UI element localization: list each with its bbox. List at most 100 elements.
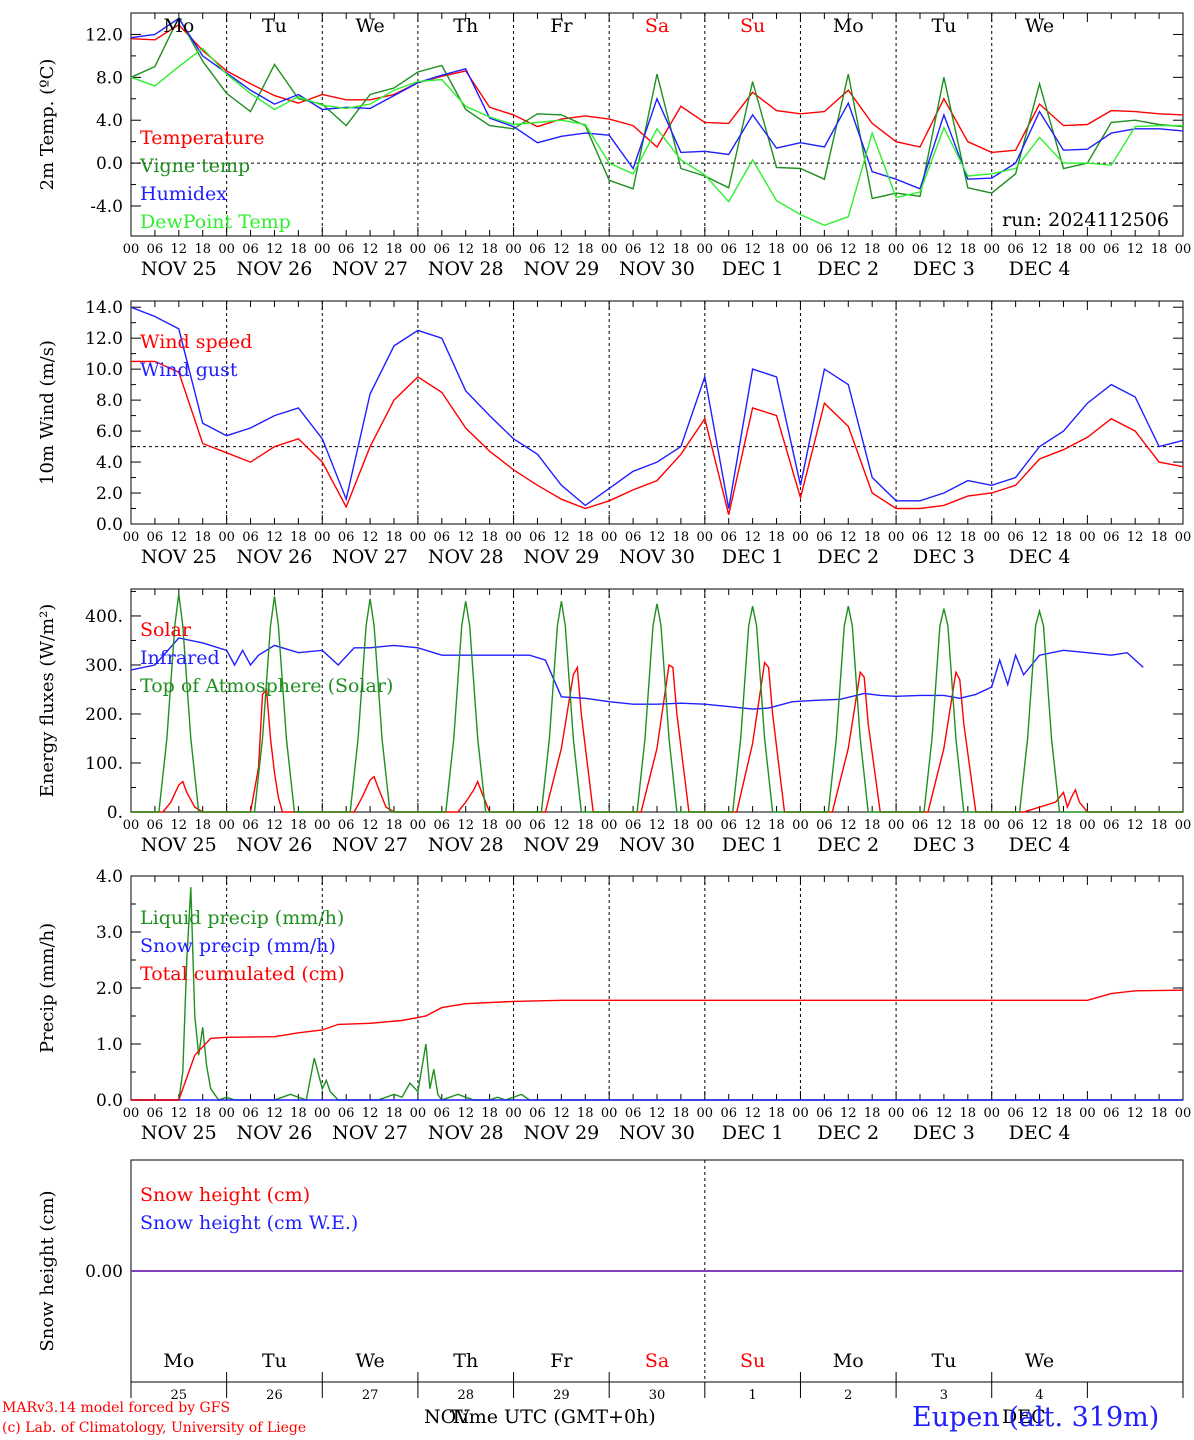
hour-tick-label: 06	[1007, 818, 1024, 833]
hour-tick-label: 00	[888, 530, 905, 545]
hour-tick-label: 12	[840, 242, 857, 257]
weekday-label: We	[355, 15, 384, 37]
hour-tick-label: 18	[481, 242, 498, 257]
legend-entry: Liquid precip (mm/h)	[140, 907, 344, 929]
y-tick-label: 12.0	[85, 25, 123, 45]
hour-tick-label: 00	[123, 1106, 140, 1121]
y-tick-label: 4.0	[96, 111, 123, 131]
day-label: DEC 1	[722, 258, 784, 280]
credit-line-2: (c) Lab. of Climatology, University of L…	[2, 1420, 307, 1436]
hour-tick-label: 12	[362, 242, 379, 257]
hour-tick-label: 06	[242, 818, 259, 833]
hour-tick-label: 12	[266, 818, 283, 833]
hour-tick-label: 12	[744, 530, 761, 545]
hour-tick-label: 18	[1055, 1106, 1072, 1121]
day-number-label: 30	[649, 1388, 666, 1403]
hour-tick-label: 06	[625, 818, 642, 833]
hour-tick-label: 12	[171, 1106, 188, 1121]
hour-tick-label: 12	[744, 1106, 761, 1121]
hour-tick-label: 12	[1031, 818, 1048, 833]
hour-tick-label: 12	[171, 818, 188, 833]
hour-tick-label: 06	[912, 242, 929, 257]
day-label: DEC 2	[817, 546, 879, 568]
weekday-label: Sa	[645, 15, 669, 37]
hour-tick-label: 00	[1079, 530, 1096, 545]
weekday-label: Fr	[550, 1350, 573, 1372]
legend-entry: Vigne temp	[139, 155, 250, 177]
hour-tick-label: 12	[744, 818, 761, 833]
hour-tick-label: 06	[720, 818, 737, 833]
day-label: NOV 29	[523, 546, 599, 568]
hour-tick-label: 12	[266, 242, 283, 257]
hour-tick-label: 00	[983, 242, 1000, 257]
hour-tick-label: 06	[1103, 818, 1120, 833]
hour-tick-label: 06	[816, 242, 833, 257]
hour-tick-label: 18	[960, 242, 977, 257]
hour-tick-label: 18	[194, 818, 211, 833]
hour-tick-label: 06	[1007, 530, 1024, 545]
hour-tick-label: 18	[577, 818, 594, 833]
hour-tick-label: 06	[912, 1106, 929, 1121]
hour-tick-label: 12	[840, 1106, 857, 1121]
hour-tick-label: 12	[171, 530, 188, 545]
legend-entry: Infrared	[140, 647, 220, 669]
hour-tick-label: 00	[1079, 818, 1096, 833]
legend-entry: Snow precip (mm/h)	[140, 935, 336, 957]
hour-tick-label: 00	[697, 818, 714, 833]
hour-tick-label: 18	[577, 242, 594, 257]
y-axis-label: 10m Wind (m/s)	[37, 340, 58, 485]
day-label: NOV 29	[523, 1122, 599, 1144]
y-tick-label: 400.	[85, 607, 123, 627]
hour-tick-label: 06	[434, 1106, 451, 1121]
weekday-label: Tu	[262, 1350, 287, 1372]
hour-tick-label: 00	[410, 1106, 427, 1121]
hour-tick-label: 12	[840, 818, 857, 833]
hour-tick-label: 12	[1031, 530, 1048, 545]
weekday-label: Tu	[262, 15, 287, 37]
hour-tick-label: 12	[936, 818, 953, 833]
hour-tick-label: 00	[1175, 242, 1192, 257]
hour-tick-label: 00	[697, 242, 714, 257]
day-label: DEC 4	[1009, 1122, 1071, 1144]
day-label: NOV 27	[332, 834, 408, 856]
weekday-label: Su	[740, 15, 765, 37]
hour-tick-label: 00	[218, 818, 235, 833]
hour-tick-label: 00	[314, 242, 331, 257]
hour-tick-label: 06	[529, 530, 546, 545]
panel-wind: 00 06 12 18 00 06 12 18 00 06 12 18 00 06 12 18 00 06 12 18…	[37, 298, 1191, 568]
hour-tick-label: 12	[936, 530, 953, 545]
hour-tick-label: 06	[720, 242, 737, 257]
hour-tick-label: 06	[1103, 1106, 1120, 1121]
weekday-label: Mo	[163, 1350, 194, 1372]
day-number-label: 28	[457, 1388, 474, 1403]
hour-tick-label: 06	[816, 818, 833, 833]
day-label: NOV 30	[619, 546, 695, 568]
y-tick-label: 4.0	[96, 867, 123, 887]
hour-tick-label: 18	[1151, 1106, 1168, 1121]
day-label: DEC 4	[1009, 834, 1071, 856]
hour-tick-label: 18	[673, 242, 690, 257]
hour-tick-label: 18	[386, 1106, 403, 1121]
hour-tick-label: 06	[912, 818, 929, 833]
weekday-label: Mo	[833, 15, 864, 37]
y-tick-label: 6.0	[96, 422, 123, 442]
panel-snow: 0.00 Snow height (cm) Snow height (cm) Snow…	[37, 1159, 1184, 1403]
hour-tick-label: 12	[266, 530, 283, 545]
hour-tick-label: 00	[888, 242, 905, 257]
day-label: NOV 27	[332, 546, 408, 568]
hour-tick-label: 06	[720, 530, 737, 545]
day-label: NOV 26	[237, 258, 313, 280]
hour-tick-label: 06	[625, 530, 642, 545]
y-tick-label: 12.0	[85, 329, 123, 349]
weekday-label: We	[1025, 1350, 1054, 1372]
y-axis-label: Energy fluxes (W/m²)	[37, 604, 58, 798]
hour-tick-label: 12	[553, 242, 570, 257]
hour-tick-label: 00	[218, 242, 235, 257]
series-line-liquid-precip-mm-h-	[131, 887, 1183, 1101]
y-tick-label: 1.0	[96, 1035, 123, 1055]
weekday-label: Tu	[931, 15, 956, 37]
hour-tick-label: 06	[529, 1106, 546, 1121]
panel-temp: 00 06 12 18 00 06 12 18 00 06 12 18 00 06 12 18 00 06 12 18…	[37, 12, 1192, 280]
hour-tick-label: 00	[983, 818, 1000, 833]
hour-tick-label: 18	[290, 530, 307, 545]
